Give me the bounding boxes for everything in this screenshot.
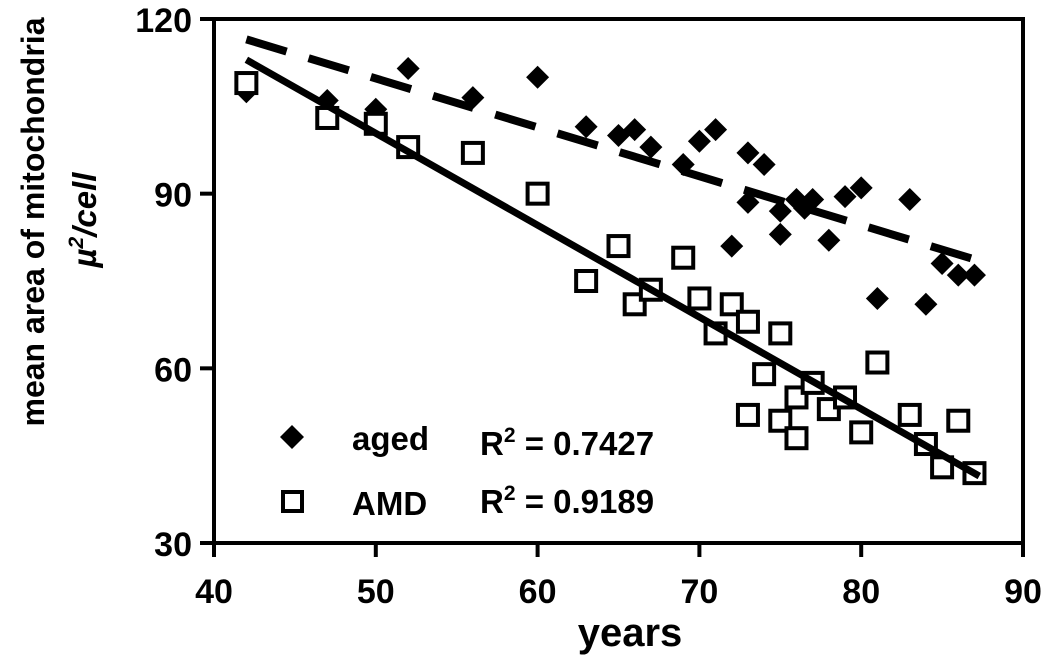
aged-data-point (898, 187, 922, 211)
aged-data-point (639, 135, 663, 159)
aged-data-point (704, 118, 728, 142)
legend-aged-diamond-icon (280, 425, 304, 449)
y-tick-label: 90 (154, 177, 192, 215)
x-tick-label: 60 (519, 573, 557, 611)
legend-aged-label: aged (352, 420, 429, 457)
aged-data-point (768, 199, 792, 223)
amd-data-point (768, 321, 793, 346)
x-tick-label: 50 (357, 573, 395, 611)
y-axis-ticks: 30 60 90 120 (135, 2, 214, 564)
aged-data-point (687, 129, 711, 153)
plot-frame (212, 17, 1025, 545)
amd-data-point (865, 350, 890, 375)
amd-data-point (574, 269, 599, 293)
aged-data-point (720, 234, 744, 258)
legend-amd-square-icon (281, 490, 304, 513)
aged-series-points (234, 56, 986, 316)
amd-data-point (946, 408, 971, 433)
aged-data-point (396, 56, 420, 80)
amd-data-point (525, 181, 550, 206)
x-axis-ticks: 40 50 60 70 80 90 (195, 543, 1042, 611)
aged-data-point (768, 222, 792, 246)
aged-data-point (736, 141, 760, 165)
amd-data-point (849, 420, 874, 445)
aged-data-point (914, 292, 938, 316)
aged-data-point (962, 263, 986, 287)
y-axis-label-line1: mean area of mitochondria (15, 17, 51, 426)
x-tick-label: 70 (680, 573, 718, 611)
aged-data-point (849, 176, 873, 200)
x-axis-label: years (578, 611, 683, 655)
amd-data-point (897, 402, 922, 427)
amd-data-point (719, 292, 744, 317)
legend: aged R2 = 0.7427 AMD R2 = 0.9189 (280, 420, 654, 522)
aged-trendline-dashed (245, 35, 984, 266)
amd-data-point (735, 309, 760, 334)
y-axis-label-line2: µ2/cell (65, 172, 103, 269)
aged-data-point (865, 286, 889, 310)
amd-data-point (234, 71, 259, 96)
amd-data-point (752, 362, 777, 387)
aged-data-point (752, 153, 776, 177)
legend-amd-label: AMD (352, 485, 427, 522)
aged-data-point (833, 185, 857, 209)
x-tick-label: 80 (842, 573, 880, 611)
y-tick-label: 60 (154, 351, 192, 389)
amd-data-point (671, 245, 696, 270)
aged-data-point (930, 252, 954, 276)
aged-data-point (946, 263, 970, 287)
legend-aged-r2-value: R2 = 0.7427 (480, 424, 654, 462)
amd-data-point (784, 426, 809, 451)
aged-data-point (817, 228, 841, 252)
x-tick-label: 90 (1004, 573, 1042, 611)
amd-data-point (460, 140, 485, 165)
amd-data-point (768, 408, 793, 433)
amd-data-point (687, 286, 712, 311)
aged-data-point (623, 118, 647, 142)
y-tick-label: 30 (154, 526, 192, 564)
amd-trendline-solid (244, 56, 982, 480)
x-tick-label: 40 (195, 573, 233, 611)
amd-data-point (735, 402, 760, 427)
legend-amd-r2-value: R2 = 0.9189 (480, 482, 654, 520)
amd-data-point (606, 234, 631, 259)
aged-data-point (526, 65, 550, 89)
y-tick-label: 120 (135, 2, 192, 40)
aged-data-point (574, 115, 598, 139)
aged-data-point (801, 187, 825, 211)
